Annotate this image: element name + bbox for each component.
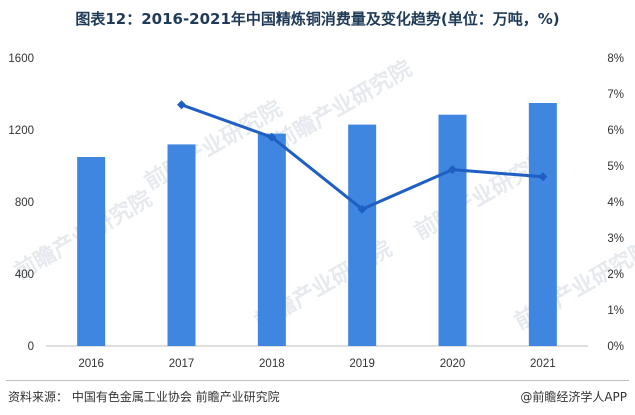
y-right-tick: 6% [607, 125, 624, 137]
bar-2018 [257, 133, 286, 346]
bar-series [77, 103, 557, 346]
bar-2016 [77, 157, 106, 346]
y-right-tick: 3% [607, 233, 624, 245]
y-left-tick: 0 [28, 341, 34, 353]
bar-2020 [438, 114, 467, 346]
source-note: 资料来源： 中国有色金属工业协会 前瞻产业研究院 [8, 390, 280, 404]
y-right-tick: 7% [607, 89, 624, 101]
y-right-tick: 2% [607, 269, 624, 281]
line-point-2018 [267, 132, 277, 142]
y-left-tick: 800 [15, 197, 34, 209]
x-tick-2016: 2016 [78, 358, 104, 370]
brand-credit: @前瞻经济学人APP [520, 390, 627, 404]
watermark-text: 前瞻产业研究院 [270, 56, 416, 156]
x-tick-2021: 2021 [530, 358, 556, 370]
y-right-tick: 1% [607, 305, 624, 317]
footer-divider [6, 380, 629, 381]
tick-labels: 0 400 800 1200 1600 0% 1% 2% 3% 4% 5% 6% 7% 8% 2016 201… [8, 53, 624, 370]
x-tick-2018: 2018 [259, 358, 285, 370]
line-point-2021 [538, 172, 548, 182]
x-tick-2020: 2020 [440, 358, 466, 370]
line-series [177, 100, 548, 214]
chart-title: 图表12：2016-2021年中国精炼铜消费量及变化趋势(单位：万吨，%) [75, 10, 560, 28]
y-left-tick: 400 [15, 269, 34, 281]
x-tick-2017: 2017 [169, 358, 195, 370]
bar-2017 [167, 144, 196, 346]
y-right-tick: 5% [607, 161, 624, 173]
line-point-2020 [448, 165, 457, 175]
y-left-tick: 1600 [8, 53, 34, 65]
y-right-tick: 4% [607, 197, 624, 209]
line-point-2017 [177, 100, 186, 110]
y-left-tick: 1200 [8, 125, 34, 137]
line-point-2019 [357, 204, 367, 214]
x-tick-2019: 2019 [349, 358, 375, 370]
bar-2019 [348, 124, 377, 346]
bar-2021 [528, 103, 557, 346]
y-right-tick: 8% [607, 53, 624, 65]
y-right-tick: 0% [607, 341, 624, 353]
watermark-text: 前瞻产业研究院 [510, 236, 635, 336]
